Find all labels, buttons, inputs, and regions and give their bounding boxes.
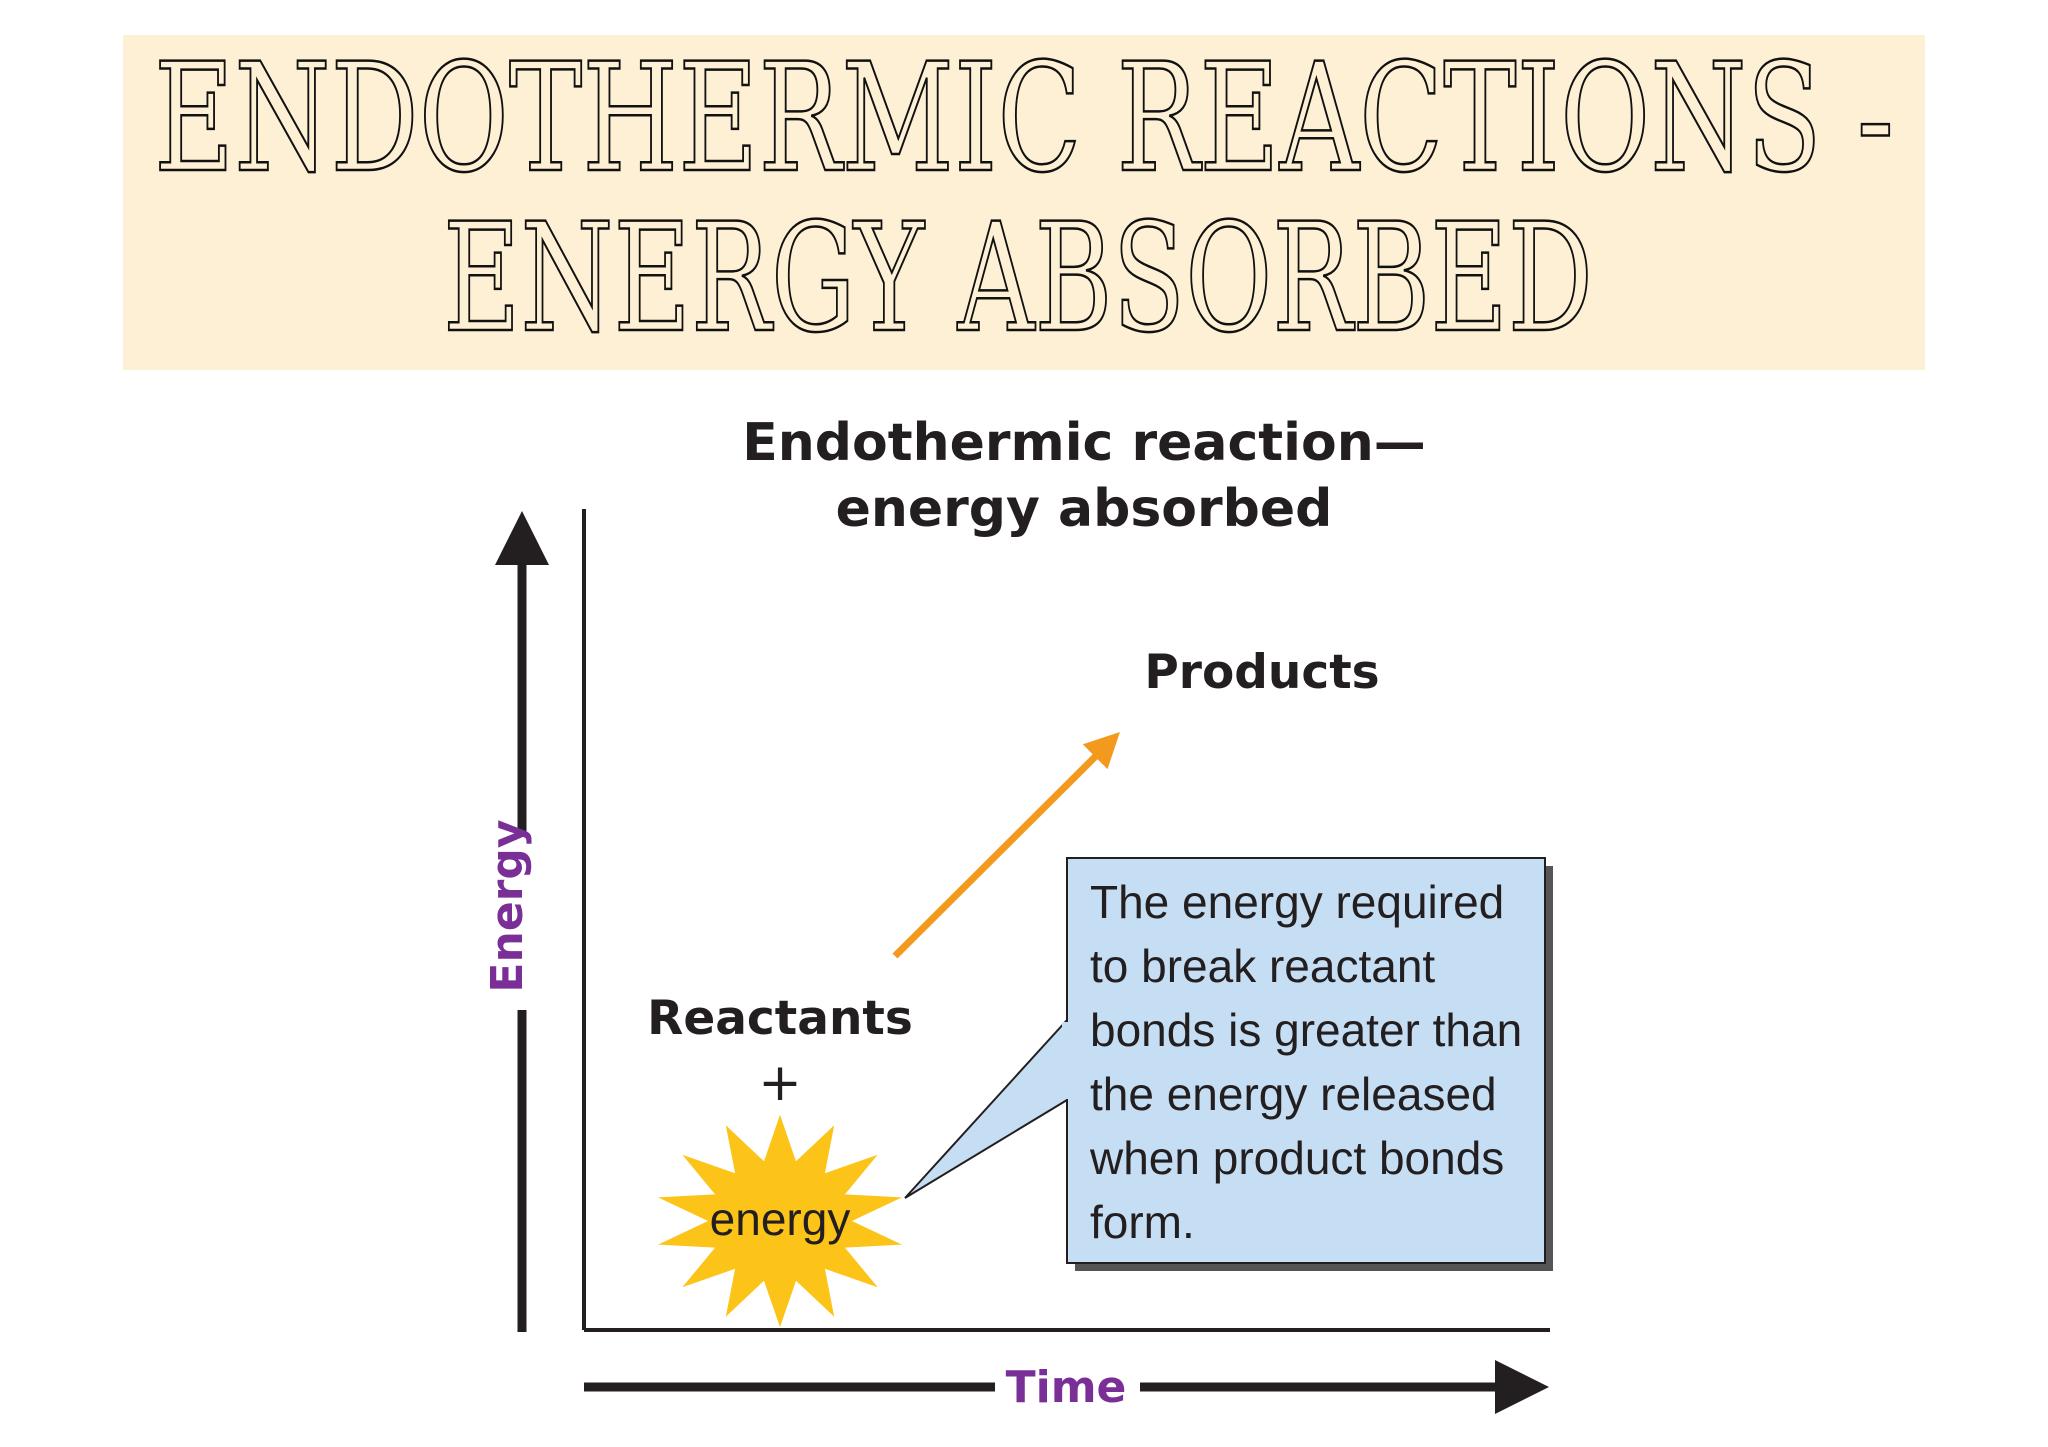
reaction-arrow [892, 732, 1120, 959]
header-title: ENDOTHERMIC REACTIONS - [154, 32, 1894, 206]
burst-label: energy [710, 1193, 851, 1245]
y-axis-label: Energy [482, 819, 533, 992]
callout-line: when product bonds [1089, 1132, 1504, 1184]
plus-sign: + [758, 1053, 802, 1113]
callout-line: bonds is greater than [1090, 1004, 1522, 1056]
reactants-label: Reactants [647, 991, 913, 1046]
diagram-title: energy absorbed [836, 479, 1333, 539]
callout-text: The energy required to break reactant bond… [1089, 876, 1522, 1248]
diagram-title: Endothermic reaction— [742, 413, 1425, 473]
callout-line: form. [1090, 1196, 1195, 1248]
callout-box [1066, 857, 1546, 1264]
callout-line: to break reactant [1090, 940, 1435, 992]
callout-joint [1062, 1022, 1070, 1099]
header-title: ENERGY ABSORBED [443, 192, 1593, 366]
callout-line: the energy released [1090, 1068, 1497, 1120]
x-axis-label: Time [1006, 1362, 1127, 1413]
callout-line: The energy required [1090, 876, 1504, 928]
callout-pointer [904, 1017, 1068, 1199]
header-band [123, 35, 1925, 370]
products-label: Products [1144, 645, 1379, 700]
energy-burst [658, 1114, 902, 1328]
